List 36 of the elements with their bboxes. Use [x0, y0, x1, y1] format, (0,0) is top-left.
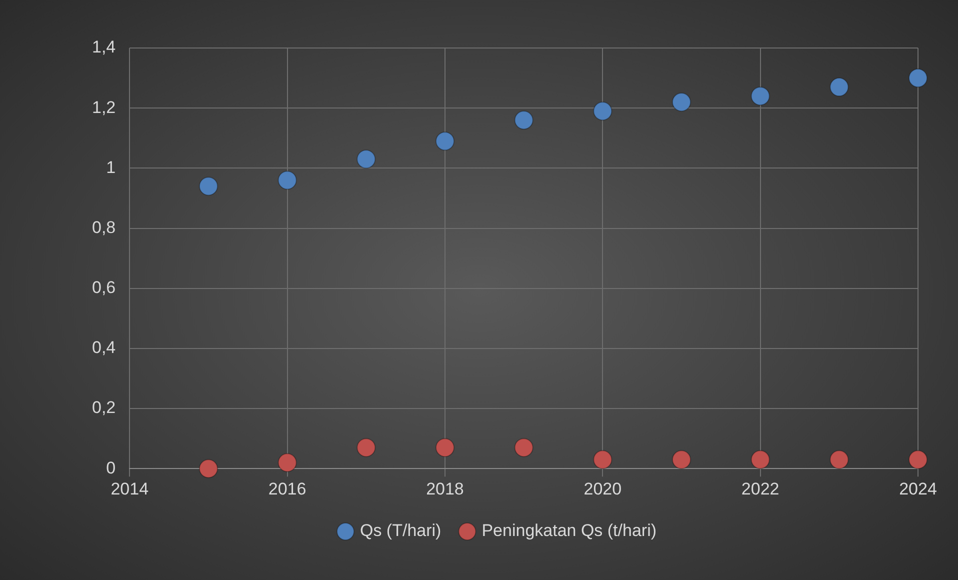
point: [514, 110, 534, 130]
point: [278, 453, 297, 472]
point: [830, 450, 849, 470]
point: [356, 150, 376, 169]
x-tick-label: 2024: [899, 479, 937, 498]
y-tick-label: 0,8: [92, 218, 116, 237]
point: [593, 450, 612, 470]
y-tick-label: 1,4: [92, 38, 116, 57]
point: [750, 450, 770, 470]
x-tick-label: 2018: [426, 479, 464, 498]
point: [435, 438, 454, 458]
y-tick-label: 0: [106, 458, 116, 478]
point: [908, 450, 928, 470]
y-tick-label: 1,2: [92, 98, 116, 117]
point: [750, 86, 770, 106]
x-tick-label: 2022: [741, 479, 780, 498]
y-tick-label: 1: [106, 158, 116, 177]
point: [356, 438, 376, 458]
point: [198, 459, 218, 478]
y-tick-label: 0,6: [92, 278, 116, 298]
point: [593, 102, 612, 121]
point: [672, 92, 691, 112]
y-tick-label: 0,4: [92, 338, 116, 358]
y-tick-label: 0,2: [92, 398, 116, 418]
point: [830, 78, 849, 97]
legend-label: Qs (T/hari): [360, 521, 442, 540]
point: [908, 68, 928, 88]
point: [278, 170, 297, 190]
x-tick-label: 2016: [268, 479, 306, 498]
x-tick-label: 2020: [584, 479, 622, 498]
point: [198, 176, 218, 196]
point: [672, 450, 691, 470]
legend-label: Peningkatan Qs (t/hari): [482, 521, 657, 540]
point: [514, 438, 534, 458]
x-tick-label: 2014: [110, 479, 149, 498]
point: [435, 132, 454, 151]
